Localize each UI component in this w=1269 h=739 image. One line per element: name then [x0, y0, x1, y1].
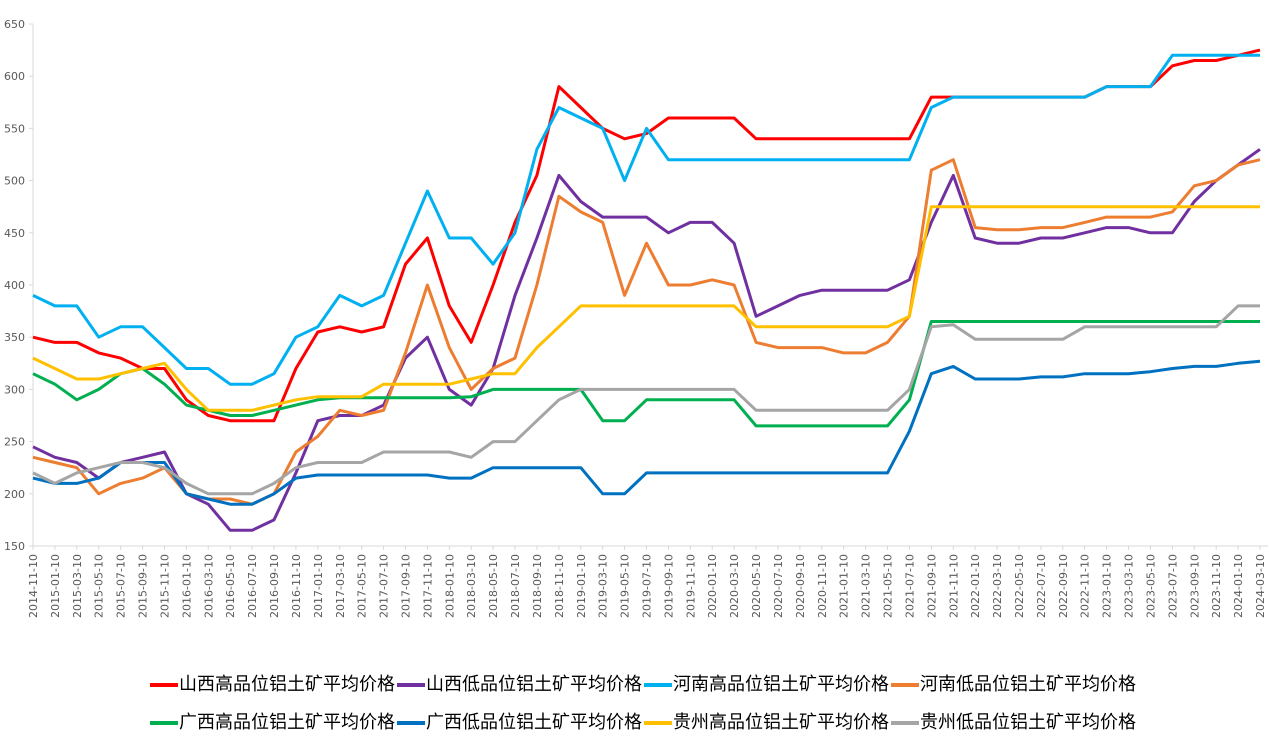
legend-label: 贵州低品位铝土矿平均价格	[920, 712, 1136, 733]
x-tick-label: 2017-09-10	[399, 554, 412, 618]
y-tick-label: 600	[4, 70, 25, 83]
x-tick-label: 2021-01-10	[838, 554, 851, 618]
x-tick-label: 2023-07-10	[1166, 554, 1179, 618]
x-tick-label: 2023-09-10	[1188, 554, 1201, 618]
series-line	[32, 205, 1260, 412]
x-tick-label: 2019-09-10	[662, 554, 675, 618]
x-tick-label: 2022-05-10	[1013, 554, 1026, 618]
x-tick-label: 2023-11-10	[1210, 554, 1223, 618]
x-tick-label: 2024-03-10	[1254, 554, 1267, 618]
x-tick-label: 2018-01-10	[443, 554, 456, 618]
x-tick-label: 2024-01-10	[1232, 554, 1245, 618]
legend-label: 河南高品位铝土矿平均价格	[673, 674, 889, 695]
x-tick-label: 2016-05-10	[224, 554, 237, 618]
x-tick-label: 2023-05-10	[1144, 554, 1157, 618]
x-tick-label: 2019-03-10	[597, 554, 610, 618]
series-line	[32, 53, 1260, 386]
x-tick-label: 2020-05-10	[750, 554, 763, 618]
x-tick-label: 2015-11-10	[158, 554, 171, 618]
y-tick-label: 400	[4, 279, 25, 292]
x-tick-label: 2018-07-10	[509, 554, 522, 618]
x-tick-label: 2015-05-10	[93, 554, 106, 618]
x-tick-label: 2023-03-10	[1123, 554, 1136, 618]
x-tick-label: 2021-05-10	[882, 554, 895, 618]
legend-label: 贵州高品位铝土矿平均价格	[673, 712, 889, 733]
series-line	[32, 359, 1261, 506]
legend-label: 广西高品位铝土矿平均价格	[179, 712, 395, 733]
x-tick-label: 2020-03-10	[728, 554, 741, 618]
x-tick-label: 2018-11-10	[553, 554, 566, 618]
x-tick-label: 2015-09-10	[137, 554, 150, 618]
x-tick-label: 2021-07-10	[903, 554, 916, 618]
x-tick-label: 2021-09-10	[925, 554, 938, 618]
x-tick-label: 2022-09-10	[1057, 554, 1070, 618]
x-tick-label: 2022-01-10	[969, 554, 982, 618]
x-tick-label: 2021-11-10	[947, 554, 960, 618]
x-tick-label: 2018-09-10	[531, 554, 544, 618]
x-tick-label: 2022-11-10	[1079, 554, 1092, 618]
y-tick-label: 250	[4, 436, 25, 449]
x-tick-label: 2016-09-10	[268, 554, 281, 618]
x-tick-label: 2020-09-10	[794, 554, 807, 618]
x-tick-label: 2022-03-10	[991, 554, 1004, 618]
legend-label: 山西低品位铝土矿平均价格	[426, 674, 642, 695]
y-tick-label: 450	[4, 227, 25, 240]
x-tick-label: 2015-01-10	[49, 554, 62, 618]
x-tick-label: 2019-11-10	[684, 554, 697, 618]
x-tick-label: 2023-01-10	[1101, 554, 1114, 618]
x-tick-label: 2021-03-10	[860, 554, 873, 618]
x-tick-label: 2019-01-10	[575, 554, 588, 618]
y-tick-label: 650	[4, 18, 25, 31]
x-tick-label: 2019-07-10	[641, 554, 654, 618]
x-tick-label: 2018-05-10	[487, 554, 500, 618]
x-tick-label: 2019-05-10	[619, 554, 632, 618]
legend-label: 山西高品位铝土矿平均价格	[179, 674, 395, 695]
y-tick-label: 350	[4, 331, 25, 344]
y-tick-label: 500	[4, 175, 25, 188]
legend-label: 河南低品位铝土矿平均价格	[920, 674, 1136, 695]
y-tick-label: 200	[4, 488, 25, 501]
x-tick-label: 2022-07-10	[1035, 554, 1048, 618]
x-tick-label: 2020-07-10	[772, 554, 785, 618]
x-tick-label: 2020-11-10	[816, 554, 829, 618]
x-tick-label: 2016-07-10	[246, 554, 259, 618]
x-tick-label: 2017-01-10	[312, 554, 325, 618]
x-tick-label: 2015-03-10	[71, 554, 84, 618]
x-tick-label: 2017-11-10	[421, 554, 434, 618]
x-tick-label: 2017-05-10	[356, 554, 369, 618]
y-tick-label: 150	[4, 540, 25, 553]
x-tick-label: 2017-07-10	[378, 554, 391, 618]
x-tick-label: 2018-03-10	[465, 554, 478, 618]
x-tick-label: 2014-11-10	[27, 554, 40, 618]
x-tick-label: 2017-03-10	[334, 554, 347, 618]
y-tick-label: 300	[4, 383, 25, 396]
series-line	[32, 148, 1261, 532]
x-tick-label: 2016-11-10	[290, 554, 303, 618]
series-line	[32, 320, 1260, 428]
x-tick-label: 2016-03-10	[202, 554, 215, 618]
legend-label: 广西低品位铝土矿平均价格	[426, 712, 642, 733]
y-tick-label: 550	[4, 122, 25, 135]
series-line	[32, 158, 1261, 506]
x-tick-label: 2020-01-10	[706, 554, 719, 618]
x-tick-label: 2016-01-10	[180, 554, 193, 618]
series-line	[32, 304, 1260, 496]
x-tick-label: 2015-07-10	[115, 554, 128, 618]
